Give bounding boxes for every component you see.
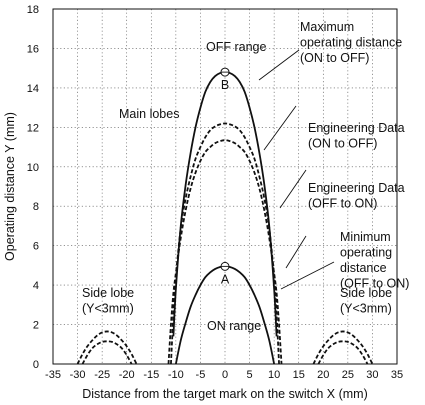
y-tick-label: 12 (27, 122, 39, 134)
y-tick-label: 2 (33, 320, 39, 332)
y-tick-label: 18 (27, 4, 39, 16)
annotation-min-operating: Minimum operating distance (OFF to ON) (340, 230, 409, 291)
annotation-eng-off-on: Engineering Data (OFF to ON) (308, 181, 405, 211)
annotation-side-lobe-left: Side lobe (Y<3mm) (82, 286, 134, 316)
x-tick-label: 35 (391, 369, 403, 381)
tick-labels: -35 -30 -25 -20 -15 -10 -5 0 5 10 15 20 25 30 35 0 2 4 6 8 1… (27, 4, 403, 381)
series-line-4 (167, 139, 283, 365)
y-axis-title: Operating distance Y (mm) (3, 112, 17, 261)
y-tick-label: 0 (33, 359, 39, 371)
x-tick-label: 20 (317, 369, 329, 381)
plot-frame (52, 8, 398, 365)
point-label-b: B (221, 78, 229, 92)
point-markers (220, 67, 230, 271)
x-tick-label: -35 (45, 369, 61, 381)
x-tick-label: 5 (247, 369, 253, 381)
x-tick-label: 10 (268, 369, 280, 381)
x-tick-label: 15 (293, 369, 305, 381)
x-tick-label: 30 (366, 369, 378, 381)
annotation-leader-line (263, 105, 297, 151)
x-tick-label: 25 (342, 369, 354, 381)
annotation-off-range: OFF range (206, 40, 266, 54)
annotation-leader-line (279, 169, 307, 209)
y-tick-label: 14 (27, 83, 39, 95)
x-tick-label: 0 (222, 369, 228, 381)
annotation-side-lobe-right: Side lobe (Y<3mm) (340, 286, 392, 316)
annotation-max-operating: Maximum operating distance (ON to OFF) (300, 20, 402, 65)
annotation-leader-line (258, 49, 300, 81)
annotation-on-range: ON range (207, 319, 261, 333)
x-tick-label: -5 (196, 369, 206, 381)
x-tick-label: -20 (119, 369, 135, 381)
annotation-main-lobes: Main lobes (119, 107, 179, 121)
y-tick-label: 10 (27, 162, 39, 174)
y-tick-label: 4 (33, 280, 39, 292)
x-tick-label: -30 (70, 369, 86, 381)
series-line-8 (317, 340, 369, 365)
y-tick-label: 16 (27, 43, 39, 55)
y-tick-label: 6 (33, 241, 39, 253)
annotation-leader-line (280, 261, 335, 290)
annotation-eng-on-off: Engineering Data (ON to OFF) (308, 121, 405, 151)
annotation-leaders (258, 49, 335, 290)
series-line-6 (81, 340, 133, 365)
x-axis-title: Distance from the target mark on the swi… (82, 387, 368, 401)
annotation-leader-line (285, 235, 307, 269)
annotations: B A OFF range Main lobes ON range Side lobe (Y… (82, 20, 409, 333)
point-label-a: A (221, 272, 230, 286)
x-tick-label: -15 (143, 369, 159, 381)
series-line-5 (76, 330, 138, 365)
series-line-3 (170, 122, 280, 365)
y-tick-label: 8 (33, 201, 39, 213)
x-tick-label: -10 (168, 369, 184, 381)
grid (53, 9, 397, 364)
x-tick-label: -25 (94, 369, 110, 381)
series-line-7 (312, 330, 374, 365)
